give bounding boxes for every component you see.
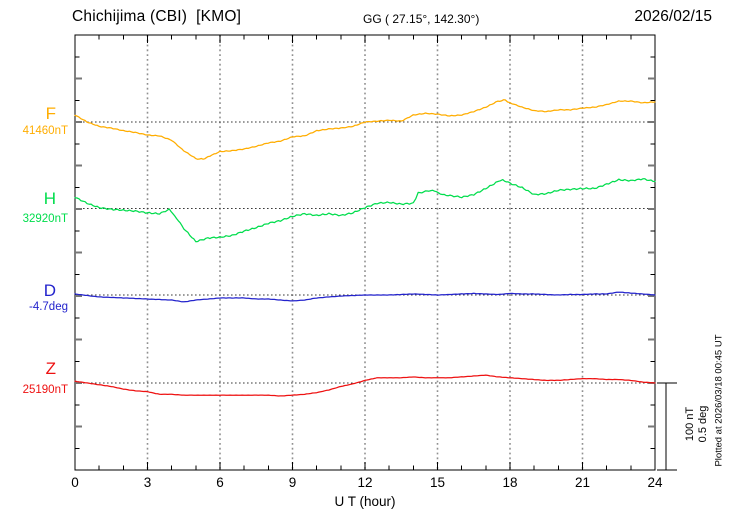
x-tick-label-0: 0 (71, 475, 79, 490)
series-curves (74, 99, 656, 397)
series-line-Z (74, 374, 656, 397)
x-tick-label-21: 21 (574, 475, 591, 490)
axis-ticks (74, 35, 656, 470)
station-title: Chichijima (CBI) [KMO] (72, 8, 242, 25)
series-basevalue-Z: 25190nT (22, 384, 68, 396)
series-line-D (74, 291, 656, 303)
x-tick-label-12: 12 (357, 475, 373, 490)
series-basevalue-D: -4.7deg (28, 301, 68, 313)
x-tick-label-18: 18 (502, 475, 518, 490)
plotted-timestamp-note: Plotted at 2026/03/18 00:45 UT (713, 334, 725, 467)
x-axis-label: U T (hour) (334, 494, 396, 509)
series-basevalue-F: 41460nT (22, 125, 68, 137)
scalebar-deg-label: 0.5 deg (697, 405, 709, 443)
scalebar-label: 100 nT 0.5 deg (684, 401, 710, 447)
series-line-F (74, 99, 656, 160)
plot-date: 2026/02/15 (634, 8, 712, 25)
x-tick-label-24: 24 (647, 475, 663, 490)
scale-bar (657, 382, 677, 471)
series-line-H (74, 178, 656, 243)
series-label-D: D (43, 281, 56, 300)
x-tick-label-9: 9 (288, 475, 297, 490)
series-label-Z: Z (45, 359, 56, 378)
series-label-H: H (43, 189, 56, 208)
series-basevalue-H: 32920nT (22, 213, 68, 225)
x-tick-label-3: 3 (143, 475, 152, 490)
series-label-F: F (45, 104, 56, 123)
geographic-coordinates: GG ( 27.15°, 142.30°) (363, 12, 480, 26)
x-tick-label-15: 15 (429, 475, 446, 490)
scalebar-nt-label: 100 nT (684, 406, 697, 442)
gridlines (75, 35, 655, 470)
x-tick-label-6: 6 (216, 475, 224, 490)
